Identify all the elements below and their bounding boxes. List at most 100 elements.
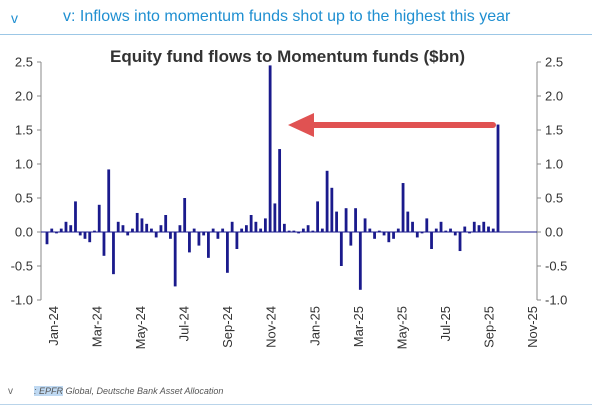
flow-bar — [330, 187, 334, 232]
flow-bar — [444, 230, 448, 232]
x-tick-label: May-24 — [133, 306, 148, 349]
flow-bar — [344, 208, 348, 232]
flow-bar — [392, 232, 395, 239]
flow-bar — [468, 232, 471, 234]
y-tick-label-right: 1.5 — [545, 123, 563, 138]
flow-bar — [178, 225, 182, 232]
flow-bar — [377, 230, 381, 232]
source-note: : EPFR Global, Deutsche Bank Asset Alloc… — [34, 386, 223, 396]
x-tick-label: Sep-24 — [220, 306, 235, 348]
y-tick-label-right: 1.0 — [545, 157, 563, 172]
flow-bar — [59, 228, 63, 232]
header-letter: v — [11, 10, 18, 26]
flow-bar — [373, 232, 376, 239]
y-tick-label-left: 2.5 — [15, 55, 33, 70]
flow-bar — [83, 232, 87, 239]
x-tick-label: Jan-24 — [46, 306, 61, 346]
flow-bar — [354, 208, 357, 232]
x-tick-label: May-25 — [394, 306, 409, 349]
flow-bar — [154, 232, 158, 238]
x-tick-label: Nov-25 — [525, 306, 540, 348]
flow-bar — [396, 228, 400, 232]
flow-bar — [78, 232, 82, 236]
flow-bar — [482, 221, 486, 232]
flow-bar — [164, 215, 168, 232]
flow-bar — [420, 232, 424, 234]
flow-bar — [411, 221, 414, 232]
flow-bar — [320, 228, 324, 232]
flow-bar — [339, 232, 343, 266]
flow-bar — [463, 226, 467, 232]
flow-bar — [169, 232, 172, 239]
flow-bar — [97, 204, 101, 232]
flow-bar — [278, 149, 282, 232]
flow-bar — [69, 225, 73, 232]
x-tick-label: Jan-25 — [307, 306, 322, 346]
flow-bar — [74, 201, 77, 232]
flow-bar — [449, 228, 452, 232]
flow-bar — [430, 232, 433, 249]
flow-bar — [487, 226, 490, 232]
flow-bar — [202, 232, 206, 236]
flow-bar — [297, 232, 301, 234]
flow-bar — [254, 221, 258, 232]
flow-bar — [240, 228, 244, 232]
flow-bar — [55, 232, 58, 234]
footer-letter: v — [8, 386, 13, 397]
flow-bar — [282, 223, 286, 232]
flow-bar — [226, 232, 229, 273]
flow-bar — [382, 232, 386, 236]
flow-bar — [316, 201, 319, 232]
flow-bar — [64, 221, 68, 232]
flow-bar — [496, 124, 500, 232]
flow-bar — [121, 225, 125, 232]
flow-bar — [292, 230, 296, 232]
flow-bar — [116, 221, 120, 232]
header-divider — [0, 34, 592, 35]
flow-bar — [192, 228, 196, 232]
flow-bar — [425, 218, 429, 232]
chart-footer: v : EPFR Global, Deutsche Bank Asset All… — [0, 382, 592, 402]
flow-bar — [387, 232, 391, 243]
y-tick-label-right: 0.0 — [545, 225, 563, 240]
y-tick-label-right: 2.5 — [545, 55, 563, 70]
flow-bar — [434, 228, 438, 232]
flow-bar — [107, 169, 111, 232]
flow-bar — [439, 221, 443, 232]
flow-bar — [311, 230, 315, 232]
flow-bar — [472, 221, 476, 232]
flow-bar — [358, 232, 362, 290]
flow-bar — [211, 228, 215, 232]
flow-bar — [406, 211, 410, 232]
y-tick-label-right: -1.0 — [545, 293, 567, 308]
x-tick-label: Mar-24 — [90, 306, 105, 347]
y-tick-label-left: 2.0 — [15, 89, 33, 104]
source-highlight: : EPFR — [34, 386, 64, 396]
y-tick-label-right: 0.5 — [545, 191, 563, 206]
flow-bar — [368, 228, 372, 232]
y-tick-label-left: 1.0 — [15, 157, 33, 172]
y-tick-label-left: -1.0 — [11, 293, 33, 308]
flow-bar — [45, 232, 49, 245]
flow-bar — [335, 211, 338, 232]
flow-bar — [363, 218, 367, 232]
flow-bar — [88, 232, 92, 243]
annotation-arrow-head — [288, 113, 314, 137]
flow-bar — [216, 232, 220, 239]
flow-bar — [458, 232, 462, 252]
x-tick-label: Jul-25 — [438, 306, 453, 341]
y-tick-label-right: -0.5 — [545, 259, 567, 274]
flow-bar — [491, 228, 495, 232]
flow-bar — [477, 225, 481, 232]
y-tick-label-right: 2.0 — [545, 89, 563, 104]
flow-bar — [183, 198, 187, 232]
flow-bar — [415, 232, 419, 238]
source-rest: Global, Deutsche Bank Asset Allocation — [63, 386, 224, 396]
flow-bar — [306, 225, 310, 232]
flow-bar — [159, 225, 163, 232]
flow-bar — [221, 228, 225, 232]
x-tick-label: Jul-24 — [177, 306, 192, 341]
flow-bar — [273, 203, 277, 232]
flow-bar — [93, 230, 96, 232]
flow-bar — [145, 223, 149, 232]
